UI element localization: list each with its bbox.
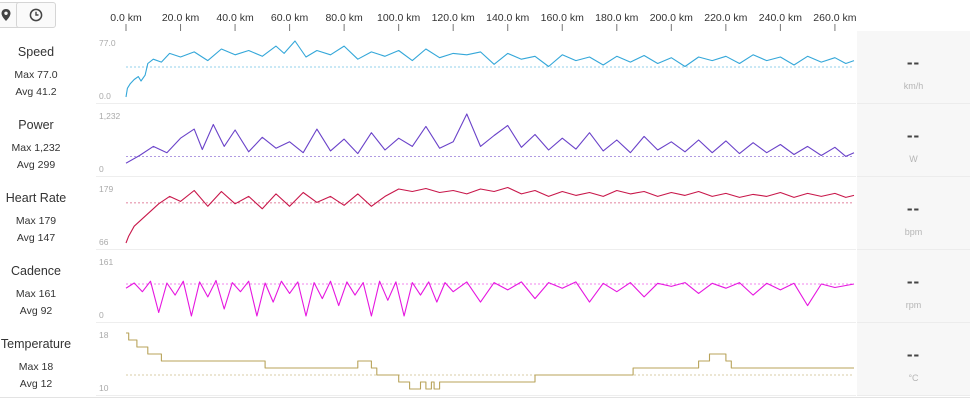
power-chart[interactable]: 1,232 0 — [96, 104, 856, 177]
cadence-y-max-label: 161 — [99, 257, 114, 267]
heart-rate-unit: bpm — [904, 227, 923, 237]
heart-rate-plot-area — [125, 186, 855, 244]
power-current-value: -- — [906, 126, 921, 145]
temperature-current-value: -- — [906, 345, 921, 364]
heart-rate-series-line — [125, 186, 855, 244]
x-tick-label: 60.0 km — [271, 12, 309, 24]
temperature-y-min-label: 10 — [99, 383, 109, 393]
power-series-line — [125, 113, 855, 164]
temperature-y-max-label: 18 — [99, 330, 109, 340]
speed-avg-stat: Avg 41.2 — [15, 86, 57, 98]
x-tick-label: 220.0 km — [704, 12, 747, 24]
power-y-min-label: 0 — [99, 164, 104, 174]
cadence-y-min-label: 0 — [99, 310, 104, 320]
speed-max-stat: Max 77.0 — [14, 69, 58, 81]
temperature-plot-area — [126, 332, 854, 390]
temperature-current-panel: -- °C — [857, 323, 970, 396]
speed-current-value: -- — [906, 53, 921, 72]
x-tick-label: 80.0 km — [325, 12, 363, 24]
temperature-row: Temperature Max 18 Avg 12 18 10 -- °C — [0, 323, 970, 396]
power-y-max-label: 1,232 — [99, 111, 121, 121]
speed-current-panel: -- km/h — [857, 31, 970, 104]
cadence-label-panel: Cadence Max 161 Avg 92 — [0, 250, 95, 323]
cadence-current-value: -- — [906, 272, 921, 291]
speed-y-min-label: 0.0 — [99, 91, 111, 101]
speed-label-panel: Speed Max 77.0 Avg 41.2 — [0, 31, 95, 104]
heart-rate-current-panel: -- bpm — [857, 177, 970, 250]
speed-chart[interactable]: 77.0 0.0 — [96, 31, 856, 104]
cadence-avg-stat: Avg 92 — [19, 305, 53, 317]
x-tick-label: 200.0 km — [650, 12, 693, 24]
speed-plot-area — [125, 40, 855, 98]
heart-rate-current-value: -- — [906, 199, 921, 218]
x-tick-label: 100.0 km — [377, 12, 420, 24]
power-row: Power Max 1,232 Avg 299 1,232 0 -- W — [0, 104, 970, 177]
x-tick-label: 40.0 km — [216, 12, 254, 24]
time-mode-button[interactable] — [16, 2, 56, 28]
cadence-row: Cadence Max 161 Avg 92 161 0 -- rpm — [0, 250, 970, 323]
power-avg-stat: Avg 299 — [16, 159, 56, 171]
temperature-title: Temperature — [0, 337, 72, 351]
heart-rate-label-panel: Heart Rate Max 179 Avg 147 — [0, 177, 95, 250]
heart-rate-max-stat: Max 179 — [15, 215, 57, 227]
power-current-panel: -- W — [857, 104, 970, 177]
x-axis: 0.0 km 20.0 km 40.0 km 60.0 km 80.0 km 100.0 … — [96, 0, 857, 31]
power-title: Power — [18, 118, 54, 132]
x-tick-label: 160.0 km — [541, 12, 584, 24]
x-tick-label: 240.0 km — [759, 12, 802, 24]
top-toolbar: 0.0 km 20.0 km 40.0 km 60.0 km 80.0 km 100.0 … — [0, 0, 970, 31]
speed-row: Speed Max 77.0 Avg 41.2 77.0 0.0 -- km/h — [0, 31, 970, 104]
location-pin-icon — [1, 9, 11, 21]
temperature-label-panel: Temperature Max 18 Avg 12 — [0, 323, 95, 396]
heart-rate-chart[interactable]: 179 66 — [96, 177, 856, 250]
speed-unit: km/h — [903, 81, 924, 91]
temperature-max-stat: Max 18 — [18, 361, 54, 373]
x-tick-label: 20.0 km — [162, 12, 200, 24]
heart-rate-avg-stat: Avg 147 — [16, 232, 56, 244]
bottom-strip — [0, 397, 970, 420]
cadence-current-panel: -- rpm — [857, 250, 970, 323]
x-tick-label: 140.0 km — [486, 12, 529, 24]
x-tick-label: 260.0 km — [813, 12, 856, 24]
clock-icon — [29, 8, 43, 22]
heart-rate-title: Heart Rate — [5, 191, 67, 205]
speed-title: Speed — [17, 45, 55, 59]
temperature-chart[interactable]: 18 10 — [96, 323, 856, 396]
heart-rate-y-min-label: 66 — [99, 237, 109, 247]
power-plot-area — [125, 113, 855, 164]
x-tick-label: 120.0 km — [432, 12, 475, 24]
cadence-max-stat: Max 161 — [15, 288, 57, 300]
power-label-panel: Power Max 1,232 Avg 299 — [0, 104, 95, 177]
speed-y-max-label: 77.0 — [99, 38, 116, 48]
power-unit: W — [909, 154, 918, 164]
cadence-series-line — [125, 279, 855, 317]
temperature-unit: °C — [908, 373, 919, 383]
x-tick-label: 0.0 km — [110, 12, 142, 24]
temperature-avg-stat: Avg 12 — [19, 378, 53, 390]
cadence-title: Cadence — [10, 264, 62, 278]
x-tick-label: 180.0 km — [595, 12, 638, 24]
heart-rate-y-max-label: 179 — [99, 184, 114, 194]
cadence-plot-area — [125, 279, 855, 317]
heart-rate-row: Heart Rate Max 179 Avg 147 179 66 -- bpm — [0, 177, 970, 250]
cadence-chart[interactable]: 161 0 — [96, 250, 856, 323]
cadence-unit: rpm — [905, 300, 922, 310]
temperature-series-line — [126, 332, 854, 390]
speed-series-line — [125, 40, 855, 98]
power-max-stat: Max 1,232 — [11, 142, 61, 154]
